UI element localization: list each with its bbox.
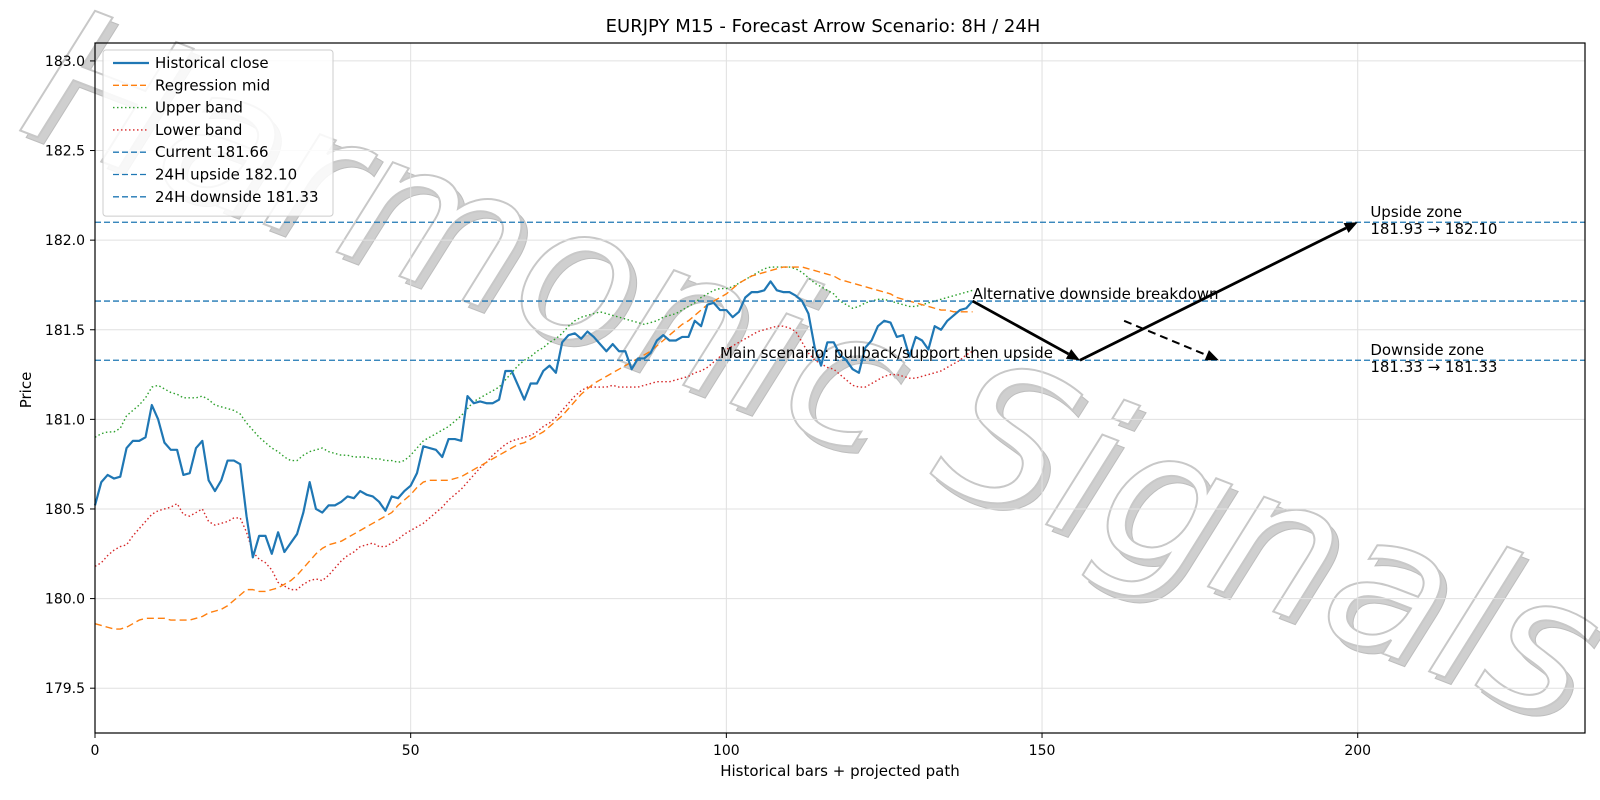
legend-lower-band-label: Lower band (155, 121, 242, 139)
x-axis-ticks: 0 50 100 150 200 (91, 733, 1371, 759)
y-tick-label: 181.0 (45, 412, 85, 428)
legend-downside-24h-label: 24H downside 181.33 (155, 188, 319, 206)
series-layer (93, 266, 974, 630)
x-tick-label: 100 (713, 743, 740, 759)
main-leg-2-head (1343, 222, 1358, 233)
legend-upper-band-label: Upper band (155, 99, 243, 117)
y-axis-ticks: 179.5 180.0 180.5 181.0 181.5 182.0 182.5 183.0 (45, 54, 95, 697)
main-leg-1-shaft (971, 299, 1070, 356)
legend-historical-close-label: Historical close (155, 54, 269, 72)
legend-upside-24h-label: 24H upside 182.10 (155, 166, 297, 184)
regression-mid-line (94, 266, 973, 630)
y-tick-label: 179.5 (45, 681, 85, 697)
y-tick-label: 180.0 (45, 592, 85, 608)
y-tick-label: 182.0 (45, 233, 85, 249)
x-tick-label: 50 (402, 743, 420, 759)
plot-background (95, 43, 1585, 733)
legend-current-label: Current 181.66 (155, 143, 269, 161)
downside-zone-label-line-2: 181.33 → 181.33 (1370, 358, 1497, 376)
annotations: Main scenario: pullback/support then ups… (720, 203, 1497, 376)
upside-zone-label-line-2: 181.93 → 182.10 (1370, 220, 1497, 238)
x-tick-label: 150 (1029, 743, 1056, 759)
plot-frame (94, 42, 1586, 734)
x-axis-label: Historical bars + projected path (720, 762, 960, 780)
main-leg-1-head (1065, 349, 1080, 361)
reference-lines (95, 221, 1585, 361)
scenario-arrows (971, 222, 1358, 362)
plot-area (95, 43, 1585, 733)
alt-downside-shaft (1123, 319, 1208, 357)
legend-regression-mid-label: Regression mid (155, 76, 270, 94)
upper-band-line (94, 266, 973, 464)
lower-band-line (94, 325, 973, 591)
grid (94, 43, 1585, 733)
main-scenario-label: Main scenario: pullback/support then ups… (720, 344, 1053, 362)
alt-downside-head (1204, 350, 1219, 361)
y-axis-label: Price (17, 372, 35, 409)
y-tick-label: 183.0 (45, 54, 85, 70)
chart-title: EURJPY M15 - Forecast Arrow Scenario: 8H… (606, 16, 1041, 37)
y-tick-label: 180.5 (45, 502, 85, 518)
y-tick-label: 182.5 (45, 144, 85, 160)
downside-zone-label-line-1: Downside zone (1370, 341, 1484, 359)
alt-scenario-label: Alternative downside breakdown (973, 285, 1219, 303)
main-leg-2-shaft (1079, 226, 1347, 362)
y-tick-label: 181.5 (45, 323, 85, 339)
historical-close-line (93, 280, 974, 559)
upside-zone-label-line-1: Upside zone (1370, 203, 1462, 221)
legend: Historical close Regression mid Upper band… (102, 49, 334, 217)
legend-box (102, 49, 334, 217)
x-tick-label: 0 (91, 743, 100, 759)
x-tick-label: 200 (1344, 743, 1371, 759)
